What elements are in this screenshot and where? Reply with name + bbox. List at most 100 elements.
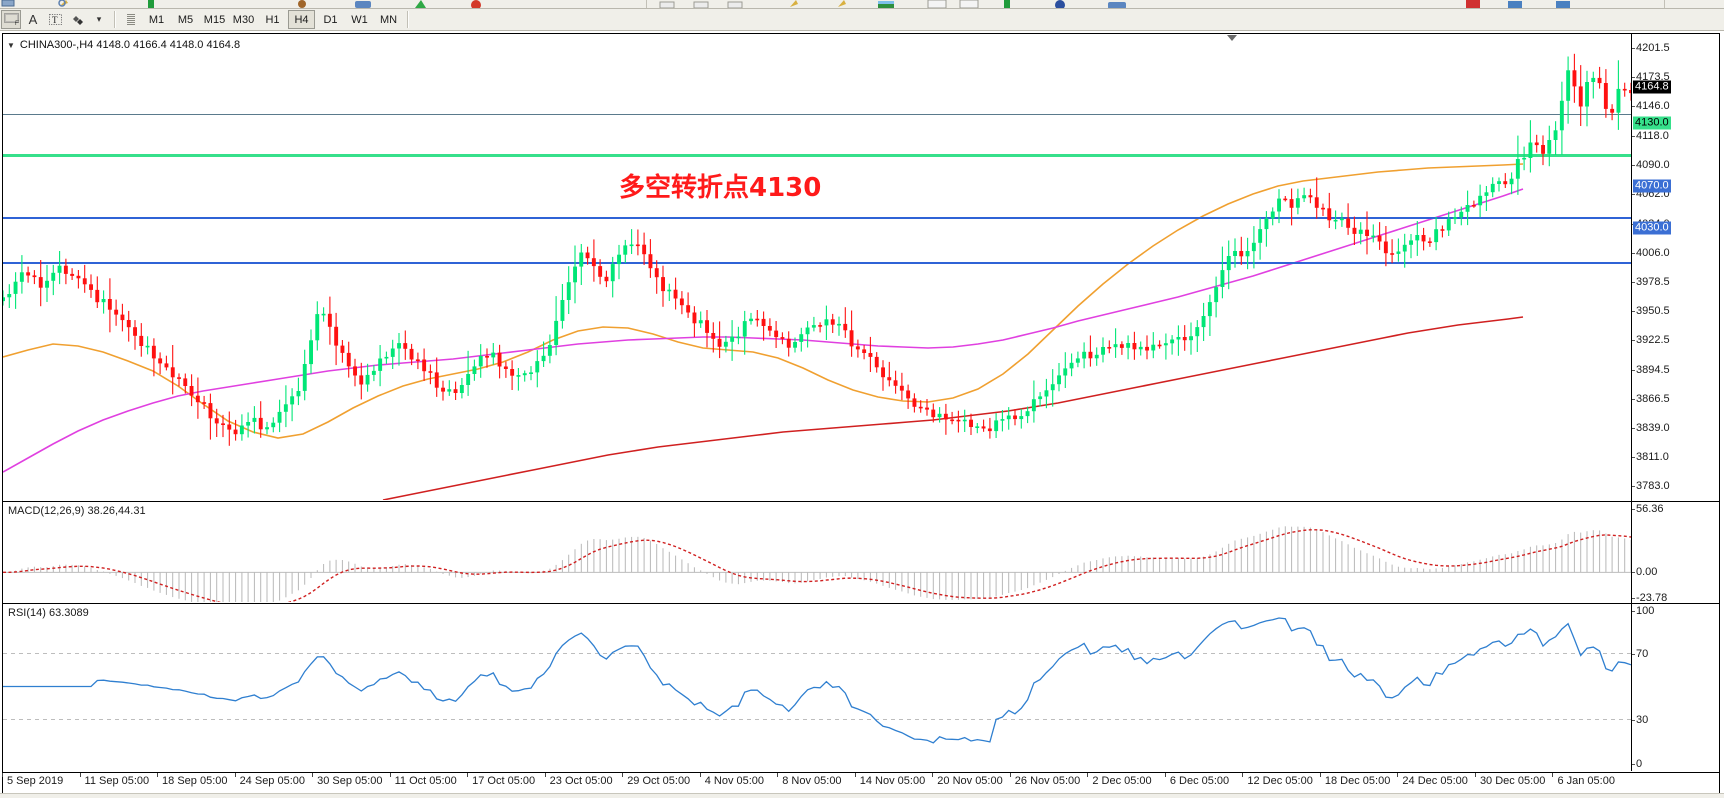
collapse-icon[interactable]: ▼ [7,40,15,50]
level-line-4030 [3,262,1631,264]
time-tick: 17 Oct 05:00 [467,773,536,787]
rsi-pane[interactable]: RSI(14) 63.3089 100 70 30 0 [3,604,1719,771]
macd-tick: -23.78 [1631,592,1668,604]
timeframe-button-mn[interactable]: MN [379,13,398,26]
timeframe-button-m15[interactable]: M15 [203,13,226,26]
rsi-label: RSI(14) 63.3089 [8,607,89,619]
svg-text:T: T [52,15,58,25]
text-label-glyph: T [48,14,62,25]
rsi-tick: 30 [1631,713,1649,726]
time-tick: 6 Jan 05:00 [1552,773,1615,787]
time-tick: 29 Oct 05:00 [622,773,691,787]
price-axis[interactable]: 4201.54173.54146.04118.04090.04062.04034… [1631,34,1719,501]
price-plot[interactable]: ▼ CHINA300-,H4 4148.0 4166.4 4148.0 4164… [3,34,1631,501]
time-tick: 26 Nov 05:00 [1009,773,1081,787]
price-tag-4130.0: 4130.0 [1633,116,1671,130]
price-tick: 3922.5 [1632,334,1670,347]
chevron-down-icon: ▾ [96,14,102,24]
macd-axis[interactable]: 56.36 0.00 -23.78 [1631,502,1719,604]
horizontal-scrollbar[interactable] [0,793,1724,798]
macd-tick: 0.00 [1631,566,1658,579]
time-tick: 18 Sep 05:00 [157,773,228,787]
timeframe-button-h1[interactable]: H1 [265,13,280,26]
toolbar-top-clipped[interactable] [0,0,1724,9]
time-tick: 18 Dec 05:00 [1319,773,1391,787]
price-tick: 3811.0 [1632,451,1669,464]
rsi-tick: 100 [1631,605,1655,617]
time-tick: 12 Dec 05:00 [1242,773,1313,787]
ma-medium-line [3,188,1524,473]
price-tag-4164.8: 4164.8 [1633,80,1671,94]
price-tag-4030.0: 4030.0 [1633,221,1671,235]
periods-glyph [126,14,135,25]
symbol-header-text: CHINA300-,H4 4148.0 4166.4 4148.0 4164.8 [19,39,241,51]
rsi-axis[interactable]: 100 70 30 0 [1631,604,1719,771]
crosshair-icon[interactable]: F [1,10,21,29]
last-price-line [3,114,1631,115]
time-tick: 5 Sep 2019 [1,773,64,787]
candlestick-series [3,53,1631,446]
text-tool-label: A [28,12,38,27]
objects-list-icon[interactable] [67,10,87,29]
timeframe-button-h4[interactable]: H4 [288,10,315,29]
time-tick: 30 Dec 05:00 [1474,773,1546,787]
time-tick: 24 Sep 05:00 [234,773,306,787]
time-tick: 23 Oct 05:00 [544,773,613,787]
rsi-tick: 70 [1631,647,1649,660]
macd-pane[interactable]: MACD(12,26,9) 38.26,44.31 56.36 0.00 -23.7… [3,502,1719,604]
toolbar-top-icons [0,0,1724,8]
text-label-tool-icon[interactable]: T [45,10,65,29]
level-line-4070 [3,217,1631,219]
toolbar-tools-group[interactable]: F A T ▾ [0,9,142,31]
price-tick: 4118.0 [1632,129,1669,142]
time-axis[interactable]: 5 Sep 2019 11 Sep 05:00 18 Sep 05:00 24 Sep… [1,773,1720,795]
objects-glyph [72,16,83,25]
price-tag-4070.0: 4070.0 [1633,179,1671,193]
time-tick: 4 Nov 05:00 [699,773,765,787]
timeframe-button-w1[interactable]: W1 [351,13,368,26]
timeframe-button-m1[interactable]: M1 [148,13,165,26]
time-tick: 11 Oct 05:00 [389,773,457,787]
toolbar-divider-end [407,11,409,28]
time-tick: 11 Sep 05:00 [79,773,150,787]
price-tick: 3839.0 [1632,421,1670,434]
svg-text:F: F [15,21,19,26]
timeframe-button-m30[interactable]: M30 [232,13,255,26]
rsi-series [3,617,1631,744]
chart-frame: ▼ CHINA300-,H4 4148.0 4166.4 4148.0 4164… [2,33,1720,773]
timeframe-button-d1[interactable]: D1 [323,13,338,26]
macd-label: MACD(12,26,9) 38.26,44.31 [8,505,146,517]
macd-series [3,526,1631,602]
time-tick: 8 Nov 05:00 [777,773,842,787]
macd-tick: 56.36 [1632,503,1664,515]
text-tool-icon[interactable]: A [23,10,43,29]
time-tick: 20 Nov 05:00 [932,773,1003,787]
price-tick: 3978.5 [1632,275,1670,288]
macd-plot[interactable]: MACD(12,26,9) 38.26,44.31 [3,502,1631,603]
rsi-tick: 0 [1631,758,1643,770]
price-tick: 4090.0 [1632,158,1670,171]
price-tick: 3894.5 [1632,363,1670,376]
price-tick: 4146.0 [1632,100,1670,113]
toolbar-divider [114,11,116,28]
price-tick: 4201.5 [1632,42,1670,55]
objects-dropdown-arrow[interactable]: ▾ [89,10,109,29]
crosshair-glyph: F [3,13,19,26]
time-tick: 2 Dec 05:00 [1087,773,1152,787]
toolbar-main[interactable]: F A T ▾ [0,9,1724,31]
timeframe-buttons[interactable]: M1 M5 M15 M30 H1 H4 D1 W1 MN [142,9,403,31]
price-tick: 3866.5 [1632,392,1670,405]
rsi-plot[interactable]: RSI(14) 63.3089 [3,604,1631,771]
price-tick: 3783.0 [1632,480,1670,493]
time-tick: 6 Dec 05:00 [1164,773,1230,787]
timeframe-button-m5[interactable]: M5 [177,13,194,26]
time-tick: 24 Dec 05:00 [1397,773,1468,787]
price-tick: 4006.0 [1632,246,1670,259]
chart-annotation-text: 多空转折点4130 [619,173,822,203]
price-pane[interactable]: ▼ CHINA300-,H4 4148.0 4166.4 4148.0 4164… [3,34,1719,502]
periods-list-icon[interactable] [121,10,141,29]
time-tick: 30 Sep 05:00 [312,773,383,787]
time-tick: 14 Nov 05:00 [854,773,926,787]
ma-fast-line [3,163,1524,439]
